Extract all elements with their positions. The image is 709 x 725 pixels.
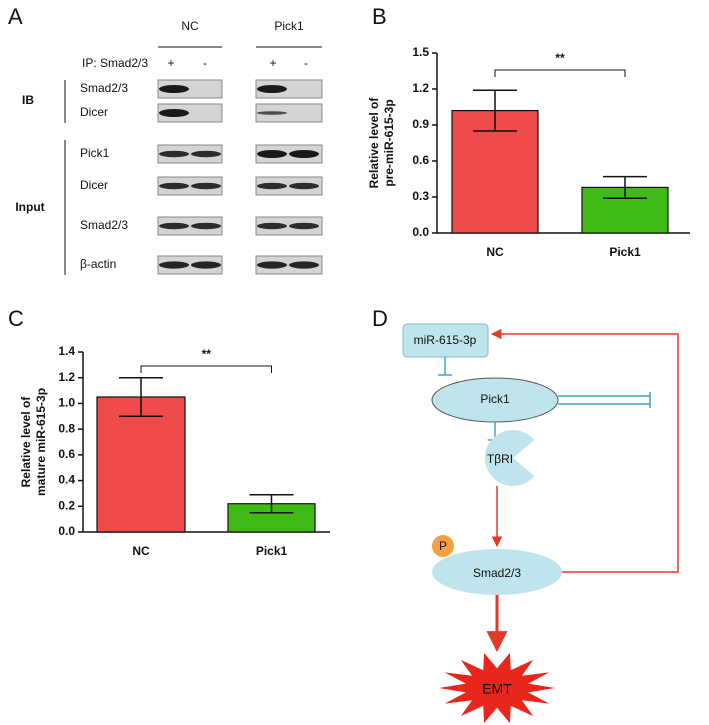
y-tick-label: 0.6 [412,153,429,167]
ip-label: IP: Smad2/3 [82,56,148,70]
panel-letter: A [8,4,23,29]
y-tick-label: 1.2 [58,370,75,384]
blot-band [257,111,287,115]
y-tick-label: 0.4 [58,473,75,487]
y-axis-label: pre-miR-615-3p [382,99,396,186]
row-label: Smad2/3 [80,218,128,232]
significance-label: ** [202,347,212,361]
blot-band [159,109,189,117]
node-label: EMT [482,681,512,697]
y-tick-label: 1.4 [58,344,75,358]
blot-band [159,222,189,230]
sign: - [304,56,308,70]
group-label: Pick1 [274,19,304,33]
y-tick-label: 1.2 [412,81,429,95]
y-tick-label: 1.5 [412,45,429,59]
y-axis-label: Relative level of [19,396,33,488]
panel-letter: D [372,306,388,331]
blot-band [191,261,221,269]
blot-frame [157,103,223,123]
blot-frame [157,79,223,99]
sign: - [203,56,207,70]
blot-band [191,222,221,230]
row-label: β-actin [80,257,116,271]
x-tick-label: NC [132,544,150,558]
node-label: Pick1 [480,392,510,406]
blot-band [289,182,319,190]
blot-band [159,150,189,158]
phospho-circle [432,535,454,557]
pathway-diagram: miR-615-3p Pick1 TβRI Smad2/3 P EMT [402,323,679,724]
blot-band [257,85,287,93]
panel-letter: C [8,306,24,331]
blot-band [289,222,319,230]
blot-band [159,182,189,190]
x-tick-label: NC [486,245,504,259]
node-label: Smad2/3 [473,566,521,580]
x-tick-label: Pick1 [256,544,288,558]
blot-band [257,261,287,269]
row-label: Dicer [80,178,108,192]
node-label: P [439,539,447,553]
node-label: TβRI [487,452,513,466]
blot-band [257,150,287,158]
sign: + [269,56,276,70]
section-label: Input [15,200,44,214]
western-blot: NC Pick1 IP: Smad2/3 + - + - IB Smad2/3 Dicer Inpu… [15,19,323,275]
blot-band [159,85,189,93]
y-tick-label: 0.8 [58,421,75,435]
x-tick-label: Pick1 [609,245,641,259]
feedback-arrow [490,328,679,573]
node-label: miR-615-3p [414,333,477,347]
blot-frame [255,103,323,123]
y-tick-label: 1.0 [58,396,75,410]
y-axis-label: mature miR-615-3p [34,388,48,496]
significance-bracket [494,69,626,77]
y-tick-label: 0.9 [412,117,429,131]
blot-band [257,222,287,230]
significance-bracket [140,365,272,373]
row-label: Smad2/3 [80,81,128,95]
blot-frame [157,216,223,236]
blot-band [289,261,319,269]
group-label: NC [181,19,199,33]
bar [96,396,186,533]
y-tick-label: 0.0 [412,225,429,239]
blot-band [191,150,221,158]
node-ellipse [432,549,562,595]
blot-band [257,182,287,190]
emt-star [439,652,555,724]
y-tick-label: 0.0 [58,524,75,538]
y-tick-label: 0.3 [412,189,429,203]
receptor-shape [484,430,535,486]
blot-frame [255,79,323,99]
row-label: Pick1 [80,146,110,160]
y-tick-label: 0.6 [58,447,75,461]
blot-frame [157,176,223,196]
significance-label: ** [555,51,565,65]
y-tick-label: 0.2 [58,498,75,512]
blot-frame [157,255,223,275]
sign: + [167,56,174,70]
blot-band [289,150,319,158]
blot-band [159,261,189,269]
panel-letter: B [372,4,387,29]
blot-band [191,182,221,190]
row-label: Dicer [80,105,108,119]
y-axis-label: Relative level of [367,97,381,189]
blot-frame [157,144,223,164]
section-label: IB [22,93,34,107]
